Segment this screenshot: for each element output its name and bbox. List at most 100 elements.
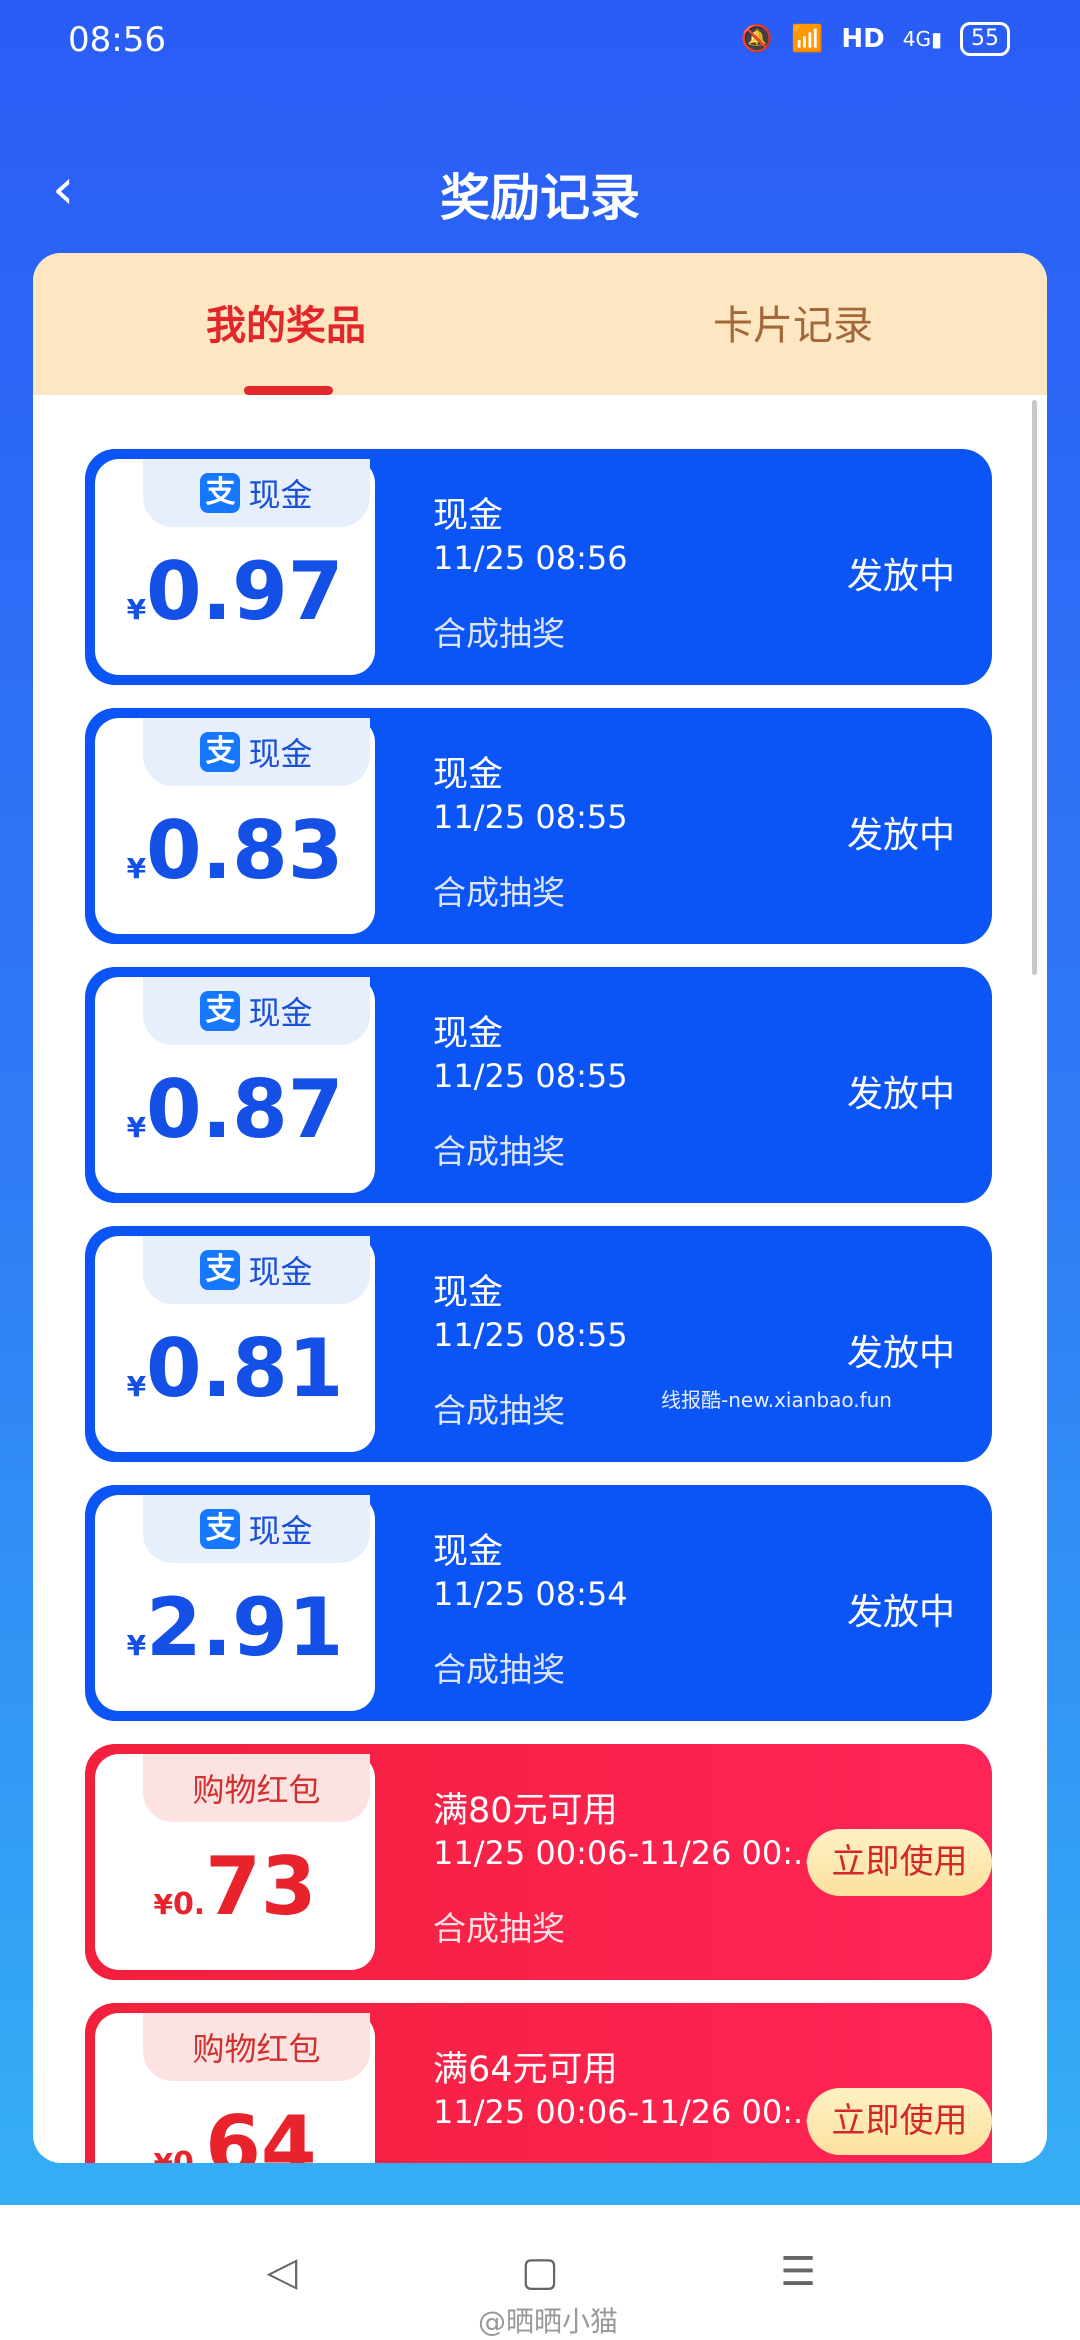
reward-type-badge: 支现金	[143, 459, 370, 527]
cash-reward-card[interactable]: 支现金 ¥0.87 现金 11/25 08:55 合成抽奖 发放中	[85, 967, 992, 1203]
reward-validity: 11/25 00:06-11/26 00:...	[433, 2093, 824, 2131]
use-now-button[interactable]: 立即使用	[807, 2088, 992, 2155]
amount-box: 购物红包 ¥0.64	[95, 2013, 375, 2163]
status-badge: 发放中	[847, 1074, 956, 1115]
alipay-icon: 支	[200, 473, 241, 513]
amount-box: 支现金 ¥0.83	[95, 718, 375, 934]
reward-type-badge: 购物红包	[143, 1754, 370, 1822]
reward-type-badge: 购物红包	[143, 2013, 370, 2081]
page-title: 奖励记录	[440, 169, 640, 227]
amount-value: 0.83	[146, 804, 344, 897]
cash-reward-card[interactable]: 支现金 ¥0.81 现金 11/25 08:55 合成抽奖 发放中	[85, 1226, 992, 1462]
amount: ¥0.97	[95, 545, 375, 638]
alipay-icon: 支	[200, 991, 241, 1031]
watermark: 线报酷-new.xianbao.fun	[661, 1388, 892, 1412]
coupon-reward-card[interactable]: 购物红包 ¥0.73 满80元可用 11/25 00:06-11/26 00:.…	[85, 1744, 992, 1980]
reward-date: 11/25 08:56	[433, 539, 628, 577]
rewards-panel: 我的奖品 卡片记录 支现金 ¥0.97 现金 11/25 08:56 合成抽奖 …	[33, 253, 1047, 2163]
hd-icon: HD	[841, 24, 885, 54]
prize-list: 支现金 ¥0.97 现金 11/25 08:56 合成抽奖 发放中 支现金 ¥0…	[85, 449, 992, 2163]
amount-box: 支现金 ¥0.97	[95, 459, 375, 675]
amount: ¥0.81	[95, 1322, 375, 1415]
alipay-icon: 支	[200, 1250, 241, 1290]
tab-card-records[interactable]: 卡片记录	[713, 303, 873, 349]
amount-value: 0.97	[146, 545, 344, 638]
bell-off-icon: 🔕	[740, 24, 774, 54]
reward-date: 11/25 08:55	[433, 1057, 628, 1095]
amount: ¥0.73	[95, 1840, 375, 1933]
badge-label: 现金	[248, 994, 313, 1032]
menu-lines-icon[interactable]: ☰	[780, 2249, 816, 2295]
amount: ¥0.64	[95, 2099, 375, 2163]
reward-source: 合成抽奖	[433, 1650, 565, 1689]
home-square-icon[interactable]: ▢	[521, 2249, 559, 2295]
status-bar: 08:56 🔕 📶 HD 4G▮ 55	[0, 0, 1080, 90]
battery-icon: 55	[960, 22, 1010, 56]
currency-symbol: ¥	[126, 1629, 147, 1662]
amount-value: 0.81	[146, 1322, 344, 1415]
scrollbar[interactable]	[1032, 400, 1037, 975]
reward-title: 满80元可用	[433, 1791, 618, 1831]
cash-reward-card[interactable]: 支现金 ¥0.83 现金 11/25 08:55 合成抽奖 发放中	[85, 708, 992, 944]
reward-type-badge: 支现金	[143, 1495, 370, 1563]
reward-title: 现金	[433, 1273, 504, 1313]
reward-validity: 11/25 00:06-11/26 00:...	[433, 1834, 824, 1872]
reward-title: 现金	[433, 1014, 504, 1054]
tab-my-prizes[interactable]: 我的奖品	[206, 303, 366, 349]
reward-source: 合成抽奖	[433, 873, 565, 912]
amount-box: 支现金 ¥2.91	[95, 1495, 375, 1711]
cash-reward-card[interactable]: 支现金 ¥2.91 现金 11/25 08:54 合成抽奖 发放中	[85, 1485, 992, 1721]
4g-signal-icon: 4G▮	[902, 27, 942, 51]
currency-symbol: ¥	[126, 1111, 147, 1144]
cash-reward-card[interactable]: 支现金 ¥0.97 现金 11/25 08:56 合成抽奖 发放中	[85, 449, 992, 685]
reward-source: 合成抽奖	[433, 1391, 565, 1430]
status-badge: 发放中	[847, 815, 956, 856]
back-button[interactable]: ‹	[52, 160, 112, 220]
reward-source: 合成抽奖	[433, 1132, 565, 1171]
currency-symbol: ¥	[126, 1370, 147, 1403]
weibo-watermark: @晒晒小猫	[478, 2305, 619, 2338]
reward-title: 现金	[433, 496, 504, 536]
back-triangle-icon[interactable]: ◁	[266, 2249, 298, 2295]
amount: ¥0.87	[95, 1063, 375, 1156]
reward-title: 满64元可用	[433, 2050, 618, 2090]
chevron-left-icon: ‹	[52, 157, 75, 222]
coupon-reward-card[interactable]: 购物红包 ¥0.64 满64元可用 11/25 00:06-11/26 00:.…	[85, 2003, 992, 2163]
badge-label: 现金	[248, 735, 313, 773]
amount-box: 支现金 ¥0.87	[95, 977, 375, 1193]
reward-type-badge: 支现金	[143, 1236, 370, 1304]
wifi-icon: 📶	[791, 24, 824, 54]
reward-date: 11/25 08:55	[433, 798, 628, 836]
alipay-icon: 支	[200, 1509, 241, 1549]
currency-symbol: ¥	[153, 1888, 173, 1921]
badge-label: 购物红包	[192, 2030, 321, 2068]
reward-type-badge: 支现金	[143, 718, 370, 786]
reward-source: 合成抽奖	[433, 2161, 565, 2163]
amount-value: 0.87	[146, 1063, 344, 1156]
reward-source: 合成抽奖	[433, 1909, 565, 1948]
reward-type-badge: 支现金	[143, 977, 370, 1045]
currency-symbol: ¥	[153, 2147, 172, 2163]
amount: ¥2.91	[95, 1581, 375, 1674]
amount-prefix: 0.	[173, 2146, 205, 2163]
use-now-button[interactable]: 立即使用	[807, 1829, 992, 1896]
amount-value: 73	[205, 1840, 317, 1933]
currency-symbol: ¥	[126, 593, 147, 626]
amount-value: 2.91	[146, 1581, 344, 1674]
status-badge: 发放中	[847, 556, 956, 597]
amount-prefix: 0.	[172, 1887, 206, 1922]
badge-label: 购物红包	[192, 1771, 321, 1809]
amount-box: 支现金 ¥0.81	[95, 1236, 375, 1452]
status-badge: 发放中	[847, 1592, 956, 1633]
tab-bar: 我的奖品 卡片记录	[33, 253, 1047, 395]
reward-title: 现金	[433, 755, 504, 795]
badge-label: 现金	[248, 476, 313, 514]
amount-value: 64	[205, 2099, 317, 2163]
badge-label: 现金	[248, 1512, 313, 1550]
status-badge: 发放中	[847, 1333, 956, 1374]
reward-source: 合成抽奖	[433, 614, 565, 653]
active-tab-indicator	[244, 386, 333, 395]
amount: ¥0.83	[95, 804, 375, 897]
alipay-icon: 支	[200, 732, 241, 772]
amount-box: 购物红包 ¥0.73	[95, 1754, 375, 1970]
